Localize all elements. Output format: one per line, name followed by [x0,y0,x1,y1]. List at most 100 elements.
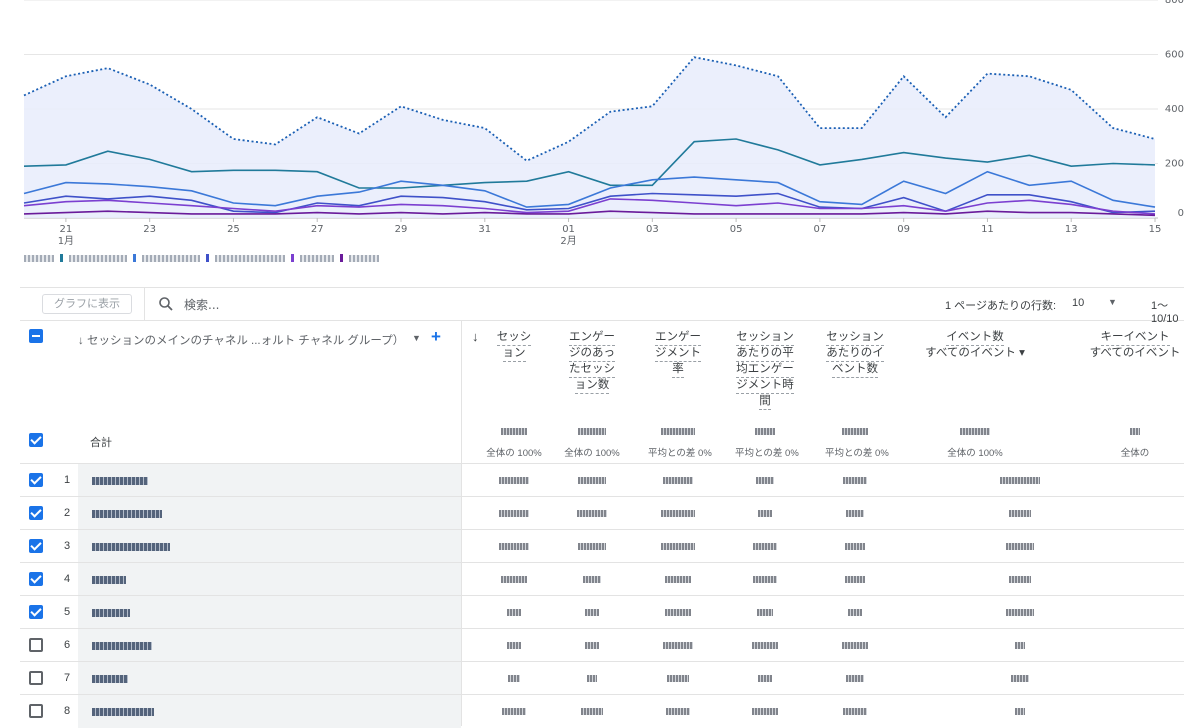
caret-down-icon[interactable]: ▼ [1108,297,1117,307]
dimension-cell [78,596,461,629]
row-index: 8 [64,705,71,717]
metric-value-redacted [661,543,695,550]
y-tick-label: 400 [1165,104,1184,115]
metric-column-header[interactable]: セッシ ョン [484,330,544,362]
row-index: 1 [64,474,71,486]
row-index: 6 [64,639,71,651]
total-subtext: 平均との差 0% [825,448,889,459]
series-line [23,192,1156,214]
metric-header-line: ョン [502,346,526,362]
metric-value-redacted [1006,543,1034,550]
metric-value-redacted [1000,477,1040,484]
add-dimension-button[interactable]: + [431,327,441,346]
series-line-dotted [23,56,1156,162]
column-divider [461,320,462,726]
table-row[interactable]: 2 [20,496,1184,530]
series-area [24,57,1155,219]
metric-header-line: 間 [759,394,771,410]
table-row[interactable]: 7 [20,661,1184,695]
metric-column-header[interactable]: イベント数 すべてのイベント ▾ [910,330,1040,361]
table-header: ↓ セッションのメインのチャネル ...ォルト チャネル グループ） ▼ + ↓… [20,320,1184,726]
event-filter-select: すべてのイベント [1089,347,1181,359]
total-subtext: 平均との差 0% [648,448,712,459]
metric-value-redacted [578,543,606,550]
metric-column-header[interactable]: セッション あたりのイ ベント数 [819,330,891,378]
row-checkbox[interactable] [29,572,43,586]
chart-legend [24,252,379,264]
row-index: 3 [64,540,71,552]
dimension-cell [78,563,461,596]
x-tick-label: 27 [311,224,324,235]
metric-header-line: ジメント時 [736,378,794,394]
toolbar-divider [144,288,145,320]
caret-down-icon[interactable]: ▾ [1015,347,1025,359]
table-row[interactable]: 3 [20,529,1184,563]
legend-entry-redacted [215,254,285,262]
metric-value-redacted [757,609,773,616]
row-checkbox[interactable] [29,605,43,619]
row-checkbox[interactable] [29,671,43,685]
metric-column-header[interactable]: セッション あたりの平 均エンゲー ジメント時間 [730,330,800,410]
legend-swatch [206,254,209,262]
select-all-checkbox[interactable] [29,329,43,343]
metric-value-redacted [756,477,774,484]
y-tick-label: 0 [1178,208,1184,219]
table-row[interactable]: 8 [20,694,1184,728]
row-checkbox[interactable] [29,704,43,718]
metric-header-line: セッション [736,330,794,346]
metric-header-line: ョン数 [574,378,610,394]
y-tick-label: 600 [1165,50,1184,61]
x-tick-label: 23 [143,224,156,235]
total-value-redacted [578,428,606,435]
metric-header-line: ジメント [655,346,701,362]
sort-desc-icon[interactable]: ↓ [472,329,479,344]
dimension-header[interactable]: ↓ セッションのメインのチャネル ...ォルト チャネル グループ） [78,335,405,347]
y-tick-label: 800 [1165,0,1184,6]
total-value-redacted [842,428,868,435]
table-toolbar: グラフに表示 1 ページあたりの行数: 10 ▼ 1～10/10 [20,287,1184,325]
channel-name-redacted [92,609,130,617]
event-filter-select: すべてのイベント [925,347,1016,359]
metric-value-redacted [1015,708,1025,715]
metric-value-redacted [587,675,597,682]
channel-name-redacted [92,576,126,584]
row-checkbox[interactable] [29,539,43,553]
row-checkbox[interactable] [29,506,43,520]
x-tick-label: 31 [478,224,491,235]
search-input[interactable] [182,294,486,316]
total-value-redacted [1130,428,1140,435]
total-value-redacted [755,428,775,435]
total-label: 合計 [90,437,112,449]
metric-column-header[interactable]: エンゲー ジメント率 [643,330,713,378]
metric-value-redacted [842,642,868,649]
x-tick-sublabel: 1月 [58,235,74,247]
total-subtext: 全体の [1120,448,1150,459]
legend-entry-redacted [24,254,54,262]
x-tick-label: 21 [60,224,73,235]
show-in-graph-button[interactable]: グラフに表示 [42,294,132,314]
table-row[interactable]: 4 [20,562,1184,596]
table-row[interactable]: 1 [20,463,1184,497]
table-row[interactable]: 6 [20,628,1184,662]
metric-value-redacted [758,510,772,517]
total-value-redacted [960,428,990,435]
caret-down-icon[interactable]: ▼ [412,333,421,343]
x-tick-label: 09 [897,224,910,235]
metric-value-redacted [499,477,529,484]
metric-column-header[interactable]: エンゲー ジのあっ たセッシ ョン数 [557,330,627,394]
total-row-checkbox[interactable] [29,433,43,447]
row-checkbox[interactable] [29,638,43,652]
metric-value-redacted [846,675,864,682]
channel-name-redacted [92,675,128,683]
metric-header-line: ベント数 [832,362,878,378]
metric-header-line: たセッシ [569,362,615,378]
metric-column-header[interactable]: キーイベント すべてのイベント [1080,330,1190,361]
row-checkbox[interactable] [29,473,43,487]
total-value-redacted [501,428,527,435]
rows-per-page-select[interactable]: 10 [1072,297,1085,309]
series-line [23,170,1156,208]
legend-swatch [60,254,63,262]
table-row[interactable]: 5 [20,595,1184,629]
channel-name-redacted [92,642,152,650]
metric-value-redacted [1009,510,1031,517]
